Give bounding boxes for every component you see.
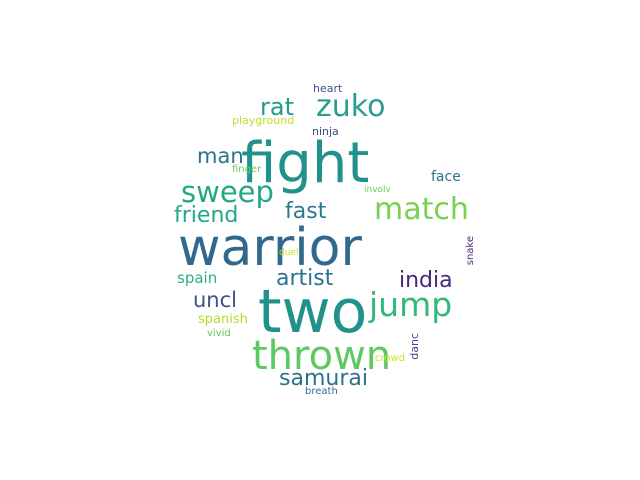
word-friend: friend: [174, 203, 239, 228]
word-breath: breath: [305, 386, 338, 397]
word-rat: rat: [260, 93, 294, 121]
word-spain: spain: [177, 269, 218, 287]
word-thrown: thrown: [252, 333, 392, 379]
word-zuko: zuko: [316, 89, 386, 124]
word-heart: heart: [313, 82, 343, 95]
word-warrior: warrior: [178, 218, 362, 278]
word-ninja: ninja: [312, 125, 339, 138]
word-duel: duel: [279, 248, 299, 258]
word-playground: playground: [232, 114, 295, 127]
word-sweep: sweep: [181, 175, 274, 209]
word-crowd: crowd: [375, 353, 406, 364]
word-face: face: [431, 169, 461, 185]
word-finger: finger: [232, 164, 262, 175]
word-spanish: spanish: [198, 312, 248, 327]
word-two: two: [258, 277, 368, 347]
word-man: man: [197, 144, 244, 168]
word-fight: fight: [241, 131, 370, 196]
word-involv: involv: [364, 185, 391, 195]
word-snake: snake: [465, 236, 476, 266]
word-danc: danc: [408, 333, 421, 360]
word-artist: artist: [276, 266, 334, 291]
word-fast: fast: [285, 199, 327, 224]
word-india: india: [399, 268, 453, 293]
word-jump: jump: [369, 285, 453, 324]
word-match: match: [374, 192, 469, 227]
word-vivid: vivid: [207, 328, 231, 339]
word-samurai: samurai: [279, 366, 368, 391]
word-uncl: uncl: [193, 288, 237, 312]
